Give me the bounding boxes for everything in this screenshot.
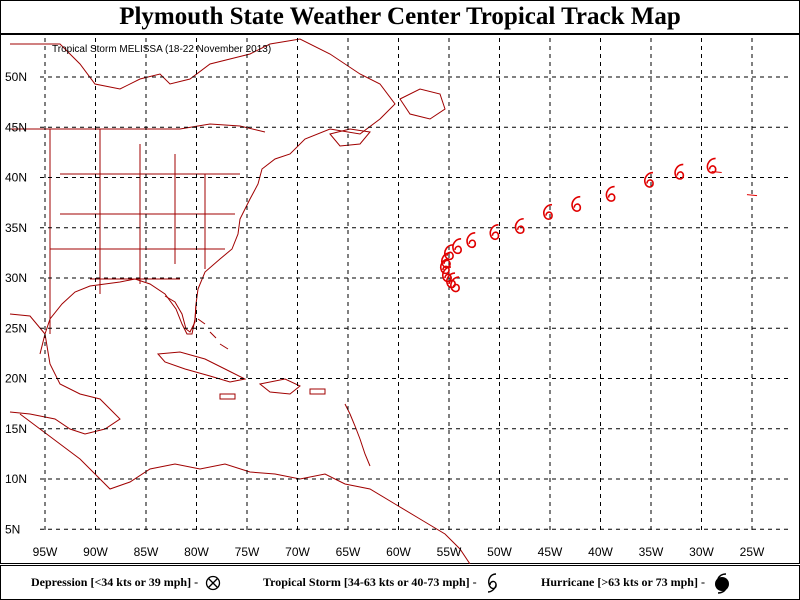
hurricane-icon (714, 573, 729, 595)
florida-coastline (164, 295, 197, 333)
lon-tick-label: 35W (639, 545, 664, 559)
lon-tick-label: 60W (386, 545, 411, 559)
central-america-coastline (19, 413, 96, 475)
storm-label: Tropical Storm MELISSA (18-22 November 2… (52, 44, 271, 55)
lat-tick-label: 15N (5, 422, 27, 436)
lon-tick-label: 30W (689, 545, 714, 559)
lat-tick-label: 45N (5, 120, 27, 134)
south-america-coastline (94, 463, 471, 565)
storm-track (439, 157, 758, 293)
nova-scotia-coastline (329, 128, 371, 147)
map-border (0, 34, 800, 564)
lat-tick-label: 35N (5, 221, 27, 235)
lon-tick-label: 80W (184, 545, 209, 559)
lat-lon-grid (40, 38, 790, 534)
bahamas (197, 318, 229, 350)
track-point-tropical-storm (466, 232, 477, 249)
track-point-tropical-storm (440, 252, 451, 269)
lat-tick-label: 5N (5, 522, 20, 536)
lon-tick-label: 40W (588, 545, 613, 559)
newfoundland-coastline (399, 88, 446, 120)
gulf-coast (9, 313, 121, 435)
lat-tick-label: 20N (5, 372, 27, 386)
track-map: 95W 90W 85W 80W 75W 70W 65W 60W 55W 50W 45W 40W 35W 3… (0, 34, 800, 565)
lon-tick-label: 45W (538, 545, 563, 559)
cuba-coastline (156, 351, 247, 383)
lat-tick-label: 25N (5, 321, 27, 335)
track-point-tropical-storm (643, 171, 654, 188)
lat-tick-label: 40N (5, 171, 27, 185)
track-point-tropical-storm (446, 272, 456, 289)
legend-tropical-storm: Tropical Storm [34-63 kts or 40-73 mph] … (263, 566, 500, 599)
track-point-tropical-storm (489, 223, 500, 241)
hispaniola-coastline (258, 378, 301, 395)
lon-tick-label: 95W (33, 545, 58, 559)
track-point-tropical-storm (441, 266, 452, 283)
page-title: Plymouth State Weather Center Tropical T… (0, 0, 800, 34)
legend-depression-label: Depression [<34 kts or 39 mph] - (31, 575, 199, 589)
state-borders (49, 129, 240, 334)
jamaica-coastline (219, 393, 236, 400)
legend-tropical-storm-label: Tropical Storm [34-63 kts or 40-73 mph] … (263, 575, 477, 589)
lat-tick-label: 10N (5, 472, 27, 486)
track-point-tropical-storm (706, 157, 717, 174)
track-point-tropical-storm (605, 185, 616, 202)
track-point-tropical-storm (444, 244, 454, 261)
lon-tick-label: 90W (83, 545, 108, 559)
axis-labels: 95W 90W 85W 80W 75W 70W 65W 60W 55W 50W 45W 40W 35W 3… (5, 70, 765, 559)
lon-tick-label: 70W (285, 545, 310, 559)
track-point-tropical-storm (571, 195, 582, 212)
map-canvas: 95W 90W 85W 80W 75W 70W 65W 60W 55W 50W 45W 40W 35W 3… (0, 34, 800, 565)
lon-tick-label: 25W (740, 545, 765, 559)
track-point-tropical-storm (674, 163, 685, 180)
track-point-tropical-storm (542, 203, 553, 220)
tropical-storm-icon (487, 573, 497, 593)
track-point-tropical-storm (452, 238, 462, 255)
lon-tick-label: 75W (235, 545, 260, 559)
lon-tick-label: 55W (437, 545, 462, 559)
puerto-rico-coastline (309, 388, 326, 395)
legend: Depression [<34 kts or 39 mph] - Tropica… (0, 565, 800, 600)
track-extension-segment (746, 194, 758, 197)
lon-tick-label: 65W (336, 545, 361, 559)
track-extension-segment (711, 170, 722, 173)
lesser-antilles (344, 403, 371, 467)
track-point-tropical-storm (514, 217, 525, 235)
coastlines (9, 38, 471, 565)
us-canada-border (10, 123, 266, 133)
lat-tick-label: 30N (5, 271, 27, 285)
lat-tick-label: 50N (5, 70, 27, 84)
lon-tick-label: 85W (134, 545, 159, 559)
lon-tick-label: 50W (487, 545, 512, 559)
depression-icon (205, 576, 221, 591)
legend-depression: Depression [<34 kts or 39 mph] - (31, 566, 221, 599)
legend-hurricane-label: Hurricane [>63 kts or 73 mph] - (541, 575, 705, 589)
legend-hurricane: Hurricane [>63 kts or 73 mph] - (541, 566, 732, 599)
